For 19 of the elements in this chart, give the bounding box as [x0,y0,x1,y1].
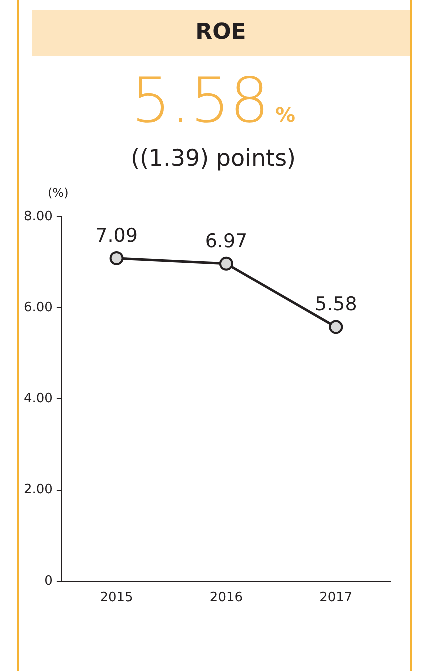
y-tick-label: 2.00 [24,482,53,498]
point [329,320,344,334]
x-tick-label: 2017 [320,590,353,606]
y-tick-label: 8.00 [24,209,53,224]
point [110,251,124,266]
data-label: 5.58 [315,294,358,316]
data-label: 7.09 [96,224,138,247]
text: ((1.39) points) [130,146,298,172]
x-tick-label: 2015 [100,590,134,606]
y-tick-label: 0 [44,574,53,589]
y-tick-label: 4.00 [24,392,53,407]
y-axis-title: (%) [48,186,69,200]
text: % [276,103,296,127]
point [219,256,234,271]
chart-title: ROE [32,10,410,56]
y-tick-label: 6.00 [24,300,53,316]
text: 5.58 [131,64,270,137]
data-label: 6.97 [205,230,248,252]
x-tick-label: 2016 [210,590,244,606]
